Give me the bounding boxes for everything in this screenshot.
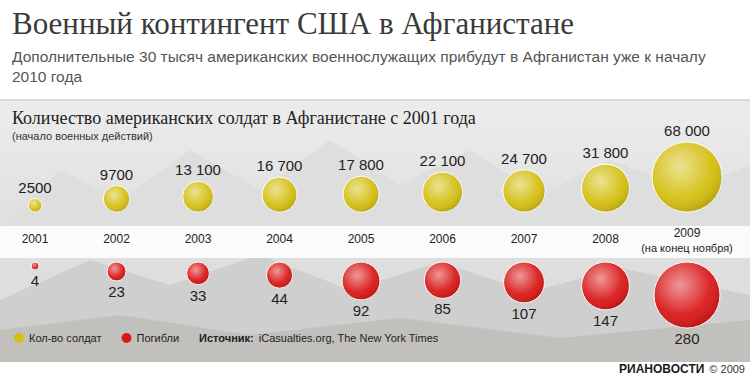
bubble [652, 142, 722, 212]
data-label: 44 [271, 290, 288, 307]
bubble-series [31, 262, 720, 328]
data-label: 17 800 [338, 156, 384, 173]
bubble-shine [107, 262, 126, 281]
x-tick-label: 2005 [348, 232, 375, 246]
data-label: 16 700 [257, 157, 303, 174]
bubble [183, 181, 214, 212]
data-label: 24 700 [501, 150, 547, 167]
bubble [504, 262, 545, 303]
legend-label: Погибли [137, 332, 180, 344]
bubble-shine [28, 199, 41, 212]
background [0, 0, 750, 380]
valley [0, 315, 750, 362]
source: iCasualties.org, The New York Times [259, 332, 439, 344]
data-label: 9700 [100, 166, 133, 183]
data-label: 13 100 [175, 161, 221, 178]
chart-svg: Военный контингент США в Афганистане Допо… [0, 0, 750, 380]
bubble-shine [183, 181, 214, 212]
legend-label: Кол-во солдат [29, 332, 102, 344]
data-label: 33 [190, 287, 207, 304]
bubble [103, 186, 129, 212]
data-label: 92 [353, 302, 370, 319]
x-tick-label: 2004 [266, 232, 293, 246]
chart-heading: Количество американских солдат в Афганис… [12, 108, 476, 128]
page: {"chart_data": { "type": "bubble", "titl… [0, 0, 750, 380]
bubble-shine [103, 186, 129, 212]
bubble [31, 262, 39, 270]
bubble [107, 262, 126, 281]
bubble [343, 176, 379, 212]
bubble [503, 170, 545, 212]
title: Военный контингент США в Афганистане [12, 6, 574, 41]
legend-marker [14, 333, 24, 343]
credit: © 2009 [709, 363, 745, 375]
x-tick-label: 2003 [185, 232, 212, 246]
data-label: 2500 [18, 179, 51, 196]
data-label: 85 [434, 300, 451, 317]
bubble-shine [343, 176, 379, 212]
bubble-shine [266, 262, 292, 288]
x-tick-label: 2001 [22, 232, 49, 246]
bubble-shine [582, 164, 630, 212]
panel-border [0, 100, 750, 101]
panel [0, 100, 750, 362]
logo: РИАНОВОСТИ [619, 362, 704, 376]
data-label: 4 [31, 272, 39, 289]
data-label: 31 800 [583, 144, 629, 161]
subtitle-line: 2010 года [12, 68, 82, 85]
source-label: Источник: [199, 332, 254, 344]
legend-marker [122, 333, 132, 343]
bubble [582, 262, 630, 310]
bubble [187, 262, 210, 285]
bubble-shine [582, 262, 630, 310]
annotation: (на конец ноября) [641, 242, 733, 254]
data-label: 68 000 [664, 122, 710, 139]
bubble-shine [504, 262, 545, 303]
bubble-series [28, 142, 722, 212]
data-label: 22 100 [420, 152, 466, 169]
bubble [266, 262, 292, 288]
bubble-shine [423, 172, 463, 212]
bubble-shine [654, 262, 720, 328]
subtitle-line: Дополнительные 30 тысяч американских вое… [12, 48, 706, 65]
annotation: (начало военных действий) [12, 130, 153, 142]
data-label: 147 [593, 312, 618, 329]
data-label: 107 [511, 305, 536, 322]
data-label: 23 [108, 283, 125, 300]
chart-container: Военный контингент США в Афганистане Допо… [0, 0, 750, 380]
bubble [423, 172, 463, 212]
subtitle: Дополнительные 30 тысяч американских вое… [12, 48, 706, 85]
bubble-shine [503, 170, 545, 212]
bubble-shine [31, 262, 39, 270]
bubble [342, 262, 380, 300]
bubble-shine [187, 262, 210, 285]
bubble-shine [262, 177, 297, 212]
year-band [0, 226, 750, 258]
bubble-shine [342, 262, 380, 300]
mountains [0, 255, 750, 362]
bubble [582, 164, 630, 212]
bubble-shine [652, 142, 722, 212]
bubble [654, 262, 720, 328]
bubble [28, 199, 41, 212]
x-tick-label: 2007 [511, 232, 538, 246]
bubble [262, 177, 297, 212]
x-tick-label: 2002 [103, 232, 130, 246]
x-tick-label: 2006 [429, 232, 456, 246]
bubble [424, 262, 460, 298]
bubble-shine [424, 262, 460, 298]
x-tick-label: 2009 [674, 226, 701, 240]
mountains [0, 140, 750, 362]
data-label: 280 [674, 330, 699, 347]
x-tick-label: 2008 [592, 232, 619, 246]
